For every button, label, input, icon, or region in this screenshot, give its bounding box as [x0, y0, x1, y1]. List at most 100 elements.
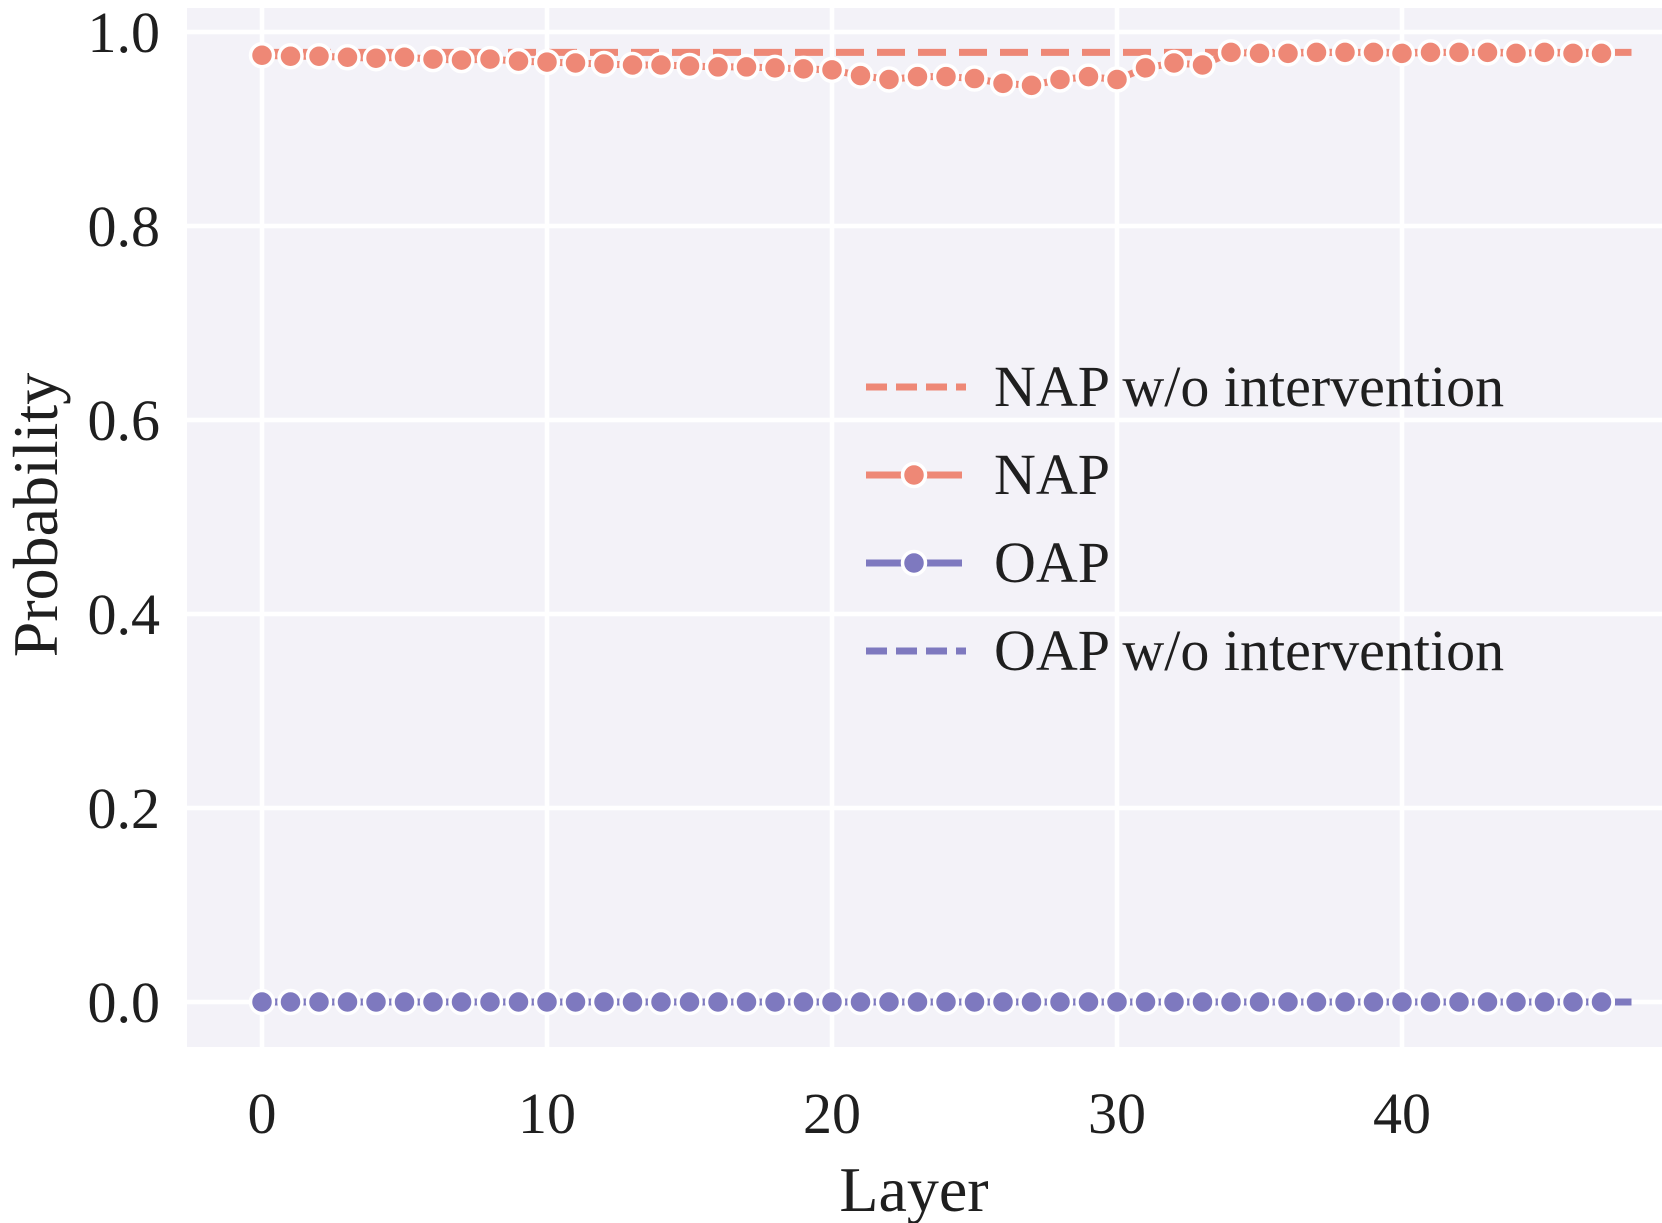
data-point	[1046, 988, 1074, 1016]
data-point	[790, 55, 817, 83]
data-point	[1417, 39, 1444, 66]
y-tick-label: 0.0	[88, 970, 161, 1035]
data-point	[448, 46, 475, 74]
data-point	[647, 988, 675, 1016]
data-point	[277, 988, 304, 1016]
data-point	[1189, 988, 1216, 1016]
data-point	[1075, 988, 1102, 1016]
y-tick-label: 0.2	[88, 776, 161, 841]
data-point	[875, 66, 903, 93]
data-point	[1246, 40, 1273, 67]
data-point	[1274, 40, 1302, 67]
data-point	[1160, 49, 1188, 77]
dashed-line-sample-icon	[866, 647, 966, 655]
legend-label: NAP	[994, 442, 1111, 507]
legend-label: OAP w/o intervention	[994, 618, 1505, 683]
y-tick-label: 1.0	[88, 0, 161, 65]
data-point	[989, 70, 1017, 97]
data-point	[590, 988, 618, 1016]
data-point	[1189, 51, 1216, 79]
data-point	[1360, 39, 1387, 66]
y-tick-label: 0.6	[88, 388, 161, 453]
legend-label: NAP w/o intervention	[994, 354, 1505, 419]
data-point	[590, 50, 618, 78]
data-point	[448, 988, 475, 1016]
data-point	[1360, 988, 1387, 1016]
axis-ticks: 0.0 0.2 0.4 0.6 0.8 1.0 0 10 20 30 40	[88, 0, 1432, 1146]
data-point	[904, 63, 931, 90]
x-tick-label: 10	[518, 1081, 576, 1146]
data-point	[1046, 66, 1074, 93]
data-point	[1588, 40, 1615, 67]
data-point	[1217, 988, 1245, 1016]
data-point	[1502, 40, 1530, 67]
data-point	[305, 988, 333, 1016]
data-point	[818, 988, 846, 1016]
data-point	[562, 988, 589, 1016]
data-point	[647, 51, 675, 79]
data-point	[334, 43, 361, 71]
data-point	[362, 44, 390, 72]
data-point	[932, 63, 960, 90]
data-point	[875, 988, 903, 1016]
data-point	[334, 988, 361, 1016]
data-point	[1474, 988, 1501, 1016]
data-point	[1531, 39, 1558, 66]
data-point	[1474, 39, 1501, 66]
dashed-line-sample-icon	[866, 383, 966, 391]
x-tick-label: 40	[1373, 1081, 1431, 1146]
data-point	[391, 988, 418, 1016]
plot-area	[187, 8, 1662, 1047]
y-tick-label: 0.4	[88, 582, 161, 647]
data-point	[1132, 988, 1159, 1016]
data-point	[904, 988, 931, 1016]
data-point	[277, 43, 304, 70]
data-point	[676, 52, 703, 80]
data-point	[1559, 40, 1587, 67]
legend-item-nap: NAP	[862, 431, 1504, 519]
data-point	[704, 988, 732, 1016]
data-point	[1246, 988, 1273, 1016]
data-point	[847, 62, 874, 89]
data-point	[1331, 988, 1359, 1016]
data-point	[676, 988, 703, 1016]
data-point	[248, 988, 276, 1016]
data-point	[1103, 66, 1131, 93]
data-point	[1160, 988, 1188, 1016]
legend: NAP w/o intervention NAP OAP OAP w/o int…	[862, 343, 1504, 695]
data-point	[761, 988, 789, 1016]
data-point	[1103, 988, 1131, 1016]
x-tick-label: 30	[1088, 1081, 1146, 1146]
y-axis-label: Probability	[0, 372, 71, 658]
legend-item-nap-wo-intervention: NAP w/o intervention	[862, 343, 1504, 431]
data-point	[1531, 988, 1558, 1016]
data-point	[1559, 988, 1587, 1016]
data-point	[1331, 39, 1359, 66]
data-point	[505, 47, 532, 75]
data-point	[562, 49, 589, 77]
data-point	[533, 988, 561, 1016]
data-point	[1445, 988, 1473, 1016]
data-point	[790, 988, 817, 1016]
x-tick-label: 0	[248, 1081, 277, 1146]
data-point	[961, 65, 988, 92]
data-point	[305, 43, 333, 70]
data-point	[1588, 988, 1615, 1016]
x-axis-label: Layer	[839, 1154, 989, 1223]
data-point	[1388, 40, 1416, 67]
line-marker-sample-icon	[866, 461, 962, 489]
data-point	[476, 45, 504, 73]
data-point	[419, 988, 447, 1016]
data-point	[1388, 988, 1416, 1016]
data-point	[733, 988, 760, 1016]
data-point	[761, 54, 789, 82]
legend-item-oap-wo-intervention: OAP w/o intervention	[862, 607, 1504, 695]
data-point	[391, 43, 418, 71]
data-point	[362, 988, 390, 1016]
legend-label: OAP	[994, 530, 1111, 595]
data-point	[932, 988, 960, 1016]
data-point	[1502, 988, 1530, 1016]
data-point	[619, 51, 646, 79]
data-point	[1217, 39, 1245, 66]
